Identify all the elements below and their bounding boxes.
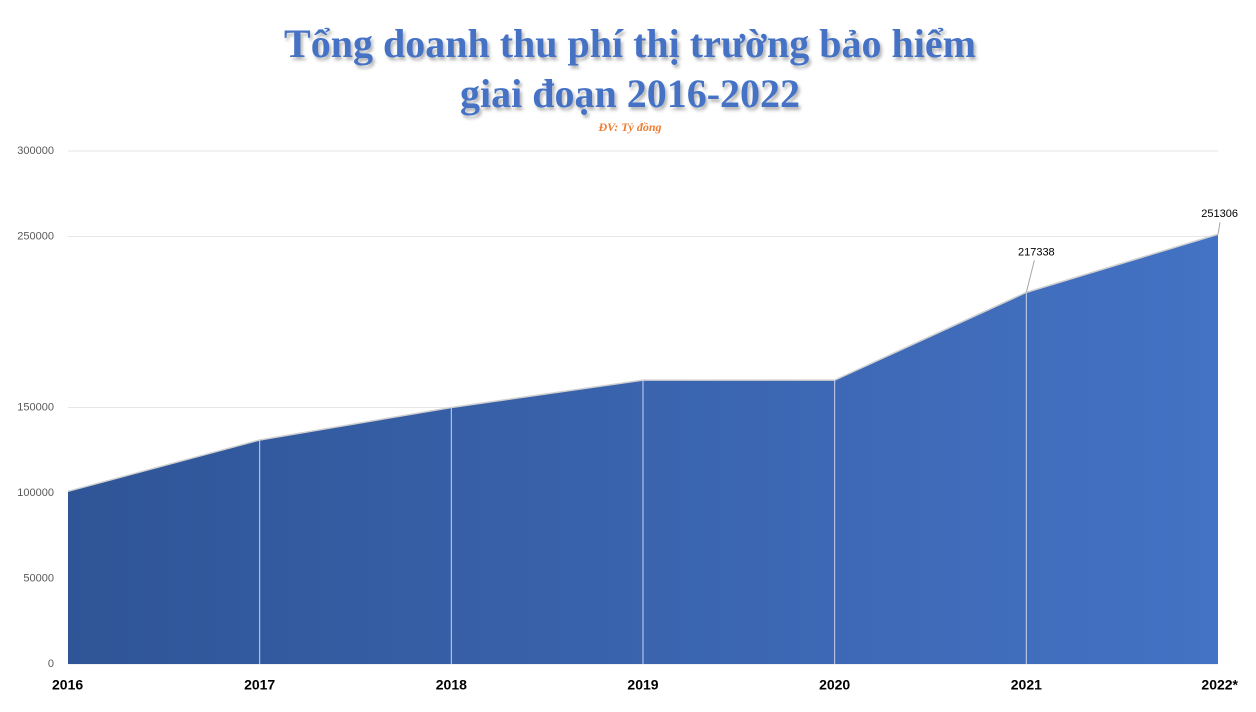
y-tick-label: 0: [48, 658, 54, 670]
leader-line: [1217, 222, 1221, 235]
x-tick-label: 2016: [52, 677, 83, 693]
y-tick-label: 300000: [17, 145, 54, 157]
y-tick-label: 250000: [17, 230, 54, 242]
y-tick-label: 100000: [17, 487, 54, 499]
x-tick-label: 2017: [244, 677, 275, 693]
y-tick-label: 50000: [23, 572, 54, 584]
y-tick-label: 150000: [17, 401, 54, 413]
x-tick-label: 2022*: [1201, 677, 1238, 693]
x-tick-label: 2020: [819, 677, 850, 693]
chart-title: giai đoạn 2016-2022: [460, 71, 800, 116]
x-tick-label: 2018: [436, 677, 467, 693]
chart-title: Tổng doanh thu phí thị trường bảo hiểm: [284, 21, 976, 66]
data-label: 251306: [1201, 208, 1238, 220]
x-tick-label: 2019: [627, 677, 658, 693]
chart-subtitle: ĐV: Tỷ đồng: [597, 120, 661, 134]
data-label: 217338: [1018, 246, 1055, 258]
x-tick-label: 2021: [1011, 677, 1042, 693]
leader-line: [1025, 260, 1035, 293]
